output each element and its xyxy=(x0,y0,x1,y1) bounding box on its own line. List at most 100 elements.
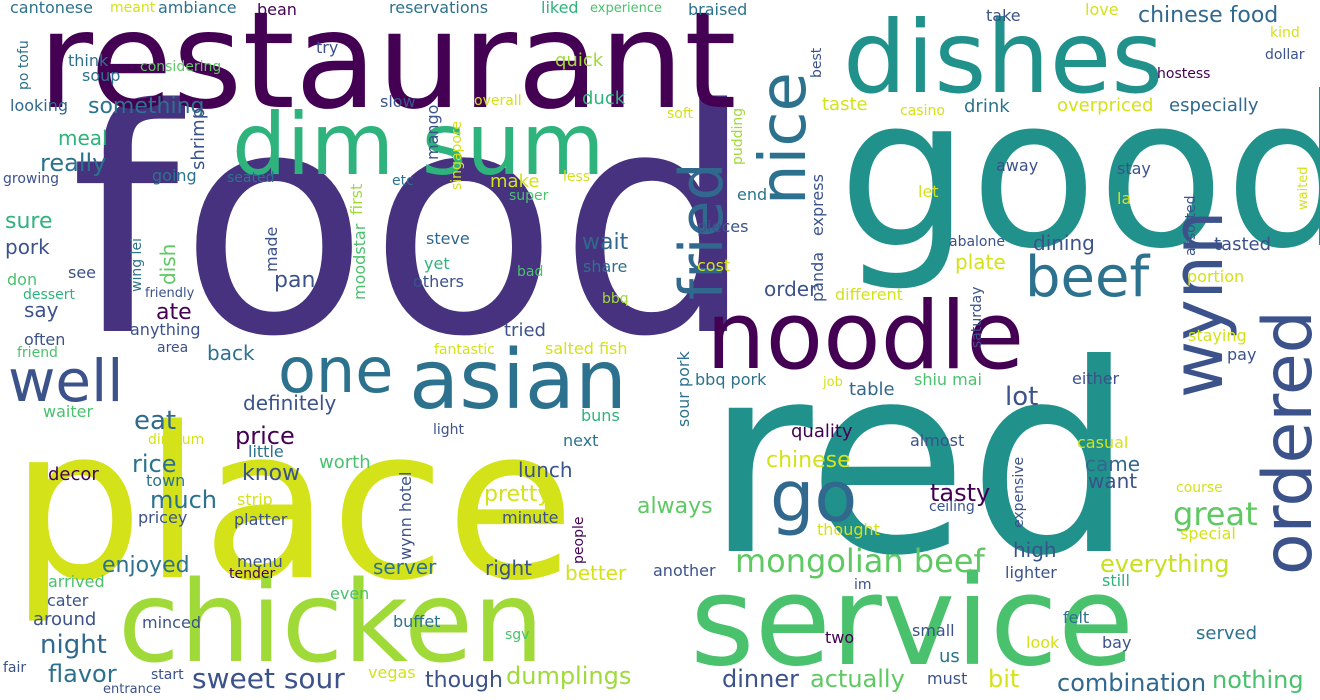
word-best: best xyxy=(809,47,825,78)
word-thought: thought xyxy=(817,520,880,539)
word-dinner: dinner xyxy=(722,665,799,693)
word-love: love xyxy=(1085,0,1119,19)
word-pan: pan xyxy=(274,268,316,293)
word-sweet-sour: sweet sour xyxy=(192,662,345,695)
word-pay: pay xyxy=(1227,345,1257,364)
word-cost: cost xyxy=(697,256,731,275)
word-order: order xyxy=(764,277,818,301)
word-wynn-hotel: wynn hotel xyxy=(396,471,415,560)
word-another: another xyxy=(653,561,716,580)
word-away: away xyxy=(996,156,1039,175)
word-something: something xyxy=(88,94,205,119)
word-lunch: lunch xyxy=(518,458,573,482)
word-nothing: nothing xyxy=(1212,666,1304,694)
word-let: let xyxy=(918,182,939,201)
word-strip: strip xyxy=(237,490,273,509)
word-overall: overall xyxy=(474,93,522,109)
word-red: red xyxy=(705,308,1135,613)
word-quick: quick xyxy=(555,50,604,71)
word-buffet: buffet xyxy=(393,612,441,631)
word-one: one xyxy=(278,334,394,407)
word-night: night xyxy=(40,630,107,660)
word-dessert: dessert xyxy=(23,287,75,303)
word-go: go xyxy=(770,456,858,538)
word-eat: eat xyxy=(134,406,177,436)
word-singapore: singapore xyxy=(449,120,465,190)
word-buns: buns xyxy=(581,406,620,425)
word-bbq: bbq xyxy=(602,291,629,307)
word-place: place xyxy=(10,382,575,627)
word-must: must xyxy=(927,669,968,688)
word-take: take xyxy=(986,6,1021,25)
word-next: next xyxy=(563,431,599,450)
word-wait: wait xyxy=(582,230,629,255)
word-salted-fish: salted fish xyxy=(545,339,628,358)
word-friend: friend xyxy=(17,345,58,361)
word-arrived: arrived xyxy=(48,572,105,591)
word-great: great xyxy=(1173,495,1258,533)
word-shiu-mai: shiu mai xyxy=(914,370,982,389)
word-combination: combination xyxy=(1057,669,1207,697)
word-small: small xyxy=(912,621,955,640)
word-pieces: pieces xyxy=(697,217,749,236)
word-decor: decor xyxy=(48,464,99,485)
word-look: look xyxy=(1026,633,1060,652)
word-back: back xyxy=(207,341,255,365)
word-ate: ate xyxy=(156,300,192,325)
word-reservations: reservations xyxy=(389,0,489,17)
word-portion: portion xyxy=(1187,267,1245,286)
word-ordered: ordered xyxy=(1249,310,1320,575)
word-pudding: pudding xyxy=(730,107,746,165)
word-casual: casual xyxy=(1077,433,1129,452)
word-special: special xyxy=(1180,524,1236,543)
word-end: end xyxy=(737,185,768,204)
word-know: know xyxy=(242,461,301,486)
word-different: different xyxy=(835,285,903,304)
word-waiter: waiter xyxy=(43,402,94,421)
word-even: even xyxy=(330,584,370,603)
word-staying: staying xyxy=(1188,326,1247,345)
word-cantonese: cantonese xyxy=(10,0,93,17)
word-platter: platter xyxy=(234,510,288,529)
word-looking: looking xyxy=(10,96,69,115)
word-sgv: sgv xyxy=(505,627,530,643)
word-expensive: expensive xyxy=(1011,456,1027,528)
word-minute: minute xyxy=(502,508,559,527)
word-still: still xyxy=(1102,571,1130,590)
word-want: want xyxy=(1088,469,1138,493)
word-everything: everything xyxy=(1100,550,1230,578)
word-slow: slow xyxy=(380,92,416,111)
word-first: first xyxy=(347,183,366,215)
word-dollar: dollar xyxy=(1265,47,1305,63)
word-food: food xyxy=(70,44,756,405)
word-pricey: pricey xyxy=(138,508,188,527)
word-asian: asian xyxy=(409,333,627,428)
word-assorted: assorted xyxy=(1183,195,1199,256)
word-abalone: abalone xyxy=(949,234,1005,250)
word-pork: pork xyxy=(5,235,50,259)
word-liked: liked xyxy=(541,0,579,17)
word-course: course xyxy=(1176,480,1223,496)
word-see: see xyxy=(68,263,97,282)
word-shrimp: shrimp xyxy=(188,107,209,170)
word-meant: meant xyxy=(110,0,156,16)
word-came: came xyxy=(1085,452,1141,476)
word-always: always xyxy=(637,494,713,519)
word-restaurant: restaurant xyxy=(38,0,737,139)
word-panda: panda xyxy=(808,251,827,302)
word-either: either xyxy=(1072,369,1120,388)
word-minced: minced xyxy=(142,613,201,632)
word-pretty: pretty xyxy=(484,482,551,507)
word-good: good xyxy=(838,53,1320,295)
word-people: people xyxy=(571,516,587,564)
word-tasty: tasty xyxy=(930,479,991,507)
word-duck: duck xyxy=(582,88,626,109)
word-service: service xyxy=(690,550,1135,694)
word-dimsum: dimsum xyxy=(148,432,205,448)
word-think: think xyxy=(68,51,109,70)
word-bad: bad xyxy=(517,264,544,280)
word-plate: plate xyxy=(955,250,1006,274)
word-super: super xyxy=(509,188,549,204)
word-fair: fair xyxy=(3,660,27,676)
